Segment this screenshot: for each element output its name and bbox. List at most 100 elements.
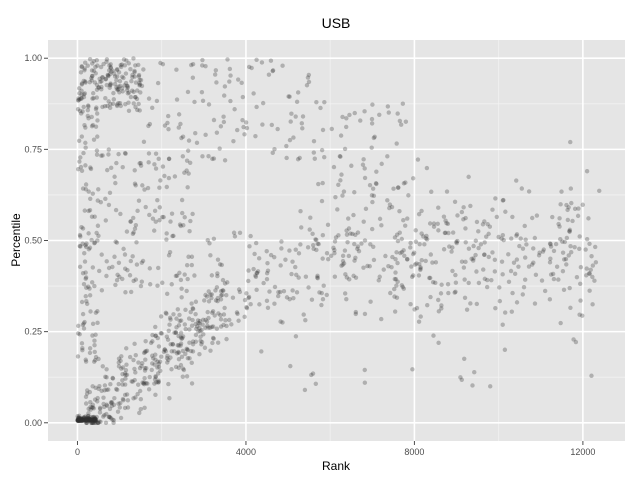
data-point — [79, 96, 84, 101]
data-point — [178, 277, 184, 283]
data-point — [563, 256, 569, 262]
data-point — [484, 284, 490, 290]
data-point — [98, 199, 104, 205]
data-point — [315, 241, 320, 246]
data-point — [487, 224, 493, 229]
data-point — [170, 342, 176, 347]
data-point — [236, 287, 242, 292]
data-point — [431, 224, 437, 229]
data-point — [89, 75, 94, 81]
data-point — [166, 328, 171, 333]
data-point — [91, 417, 96, 422]
data-point — [244, 125, 250, 131]
data-point — [75, 417, 81, 423]
data-point — [461, 205, 466, 210]
data-point — [547, 241, 553, 246]
data-point — [298, 242, 303, 247]
data-point — [584, 169, 590, 174]
data-point — [462, 356, 467, 361]
data-point — [443, 230, 448, 236]
data-point — [212, 72, 218, 77]
data-point — [77, 96, 82, 102]
data-point — [94, 82, 100, 88]
data-point — [298, 208, 303, 214]
data-points — [75, 56, 602, 425]
data-point — [166, 253, 172, 258]
data-point — [339, 263, 344, 268]
data-point — [77, 417, 83, 422]
data-point — [138, 160, 143, 166]
data-point — [211, 117, 217, 123]
data-point — [118, 400, 123, 406]
data-point — [94, 414, 99, 420]
data-point — [92, 342, 97, 348]
data-point — [500, 322, 505, 327]
data-point — [80, 271, 86, 276]
data-point — [171, 233, 176, 239]
data-point — [84, 417, 89, 423]
data-point — [154, 98, 160, 104]
data-point — [91, 417, 97, 422]
data-point — [514, 257, 520, 262]
data-point — [466, 246, 472, 251]
data-point — [82, 259, 88, 264]
data-point — [231, 230, 237, 235]
data-point — [78, 164, 84, 170]
data-point — [514, 300, 520, 305]
data-point — [206, 299, 212, 304]
data-point — [322, 99, 327, 105]
data-point — [247, 244, 252, 249]
data-point — [186, 138, 192, 143]
data-point — [280, 320, 285, 325]
data-point — [166, 357, 171, 363]
data-point — [205, 309, 210, 315]
data-point — [86, 413, 91, 419]
data-point — [314, 247, 319, 253]
data-point — [344, 228, 349, 233]
data-point — [452, 290, 457, 295]
data-point — [77, 413, 82, 419]
data-point — [516, 264, 521, 269]
data-point — [77, 418, 82, 423]
data-point — [169, 211, 175, 216]
data-point — [548, 244, 554, 249]
data-point — [219, 262, 224, 268]
data-point — [463, 240, 468, 245]
data-point — [137, 82, 143, 87]
data-point — [184, 168, 189, 173]
data-point — [438, 291, 444, 296]
data-point — [352, 241, 357, 247]
data-point — [455, 238, 460, 244]
data-point — [122, 371, 128, 376]
data-point — [232, 107, 237, 112]
data-point — [79, 168, 85, 173]
data-point — [197, 318, 203, 324]
data-point — [176, 112, 182, 117]
data-point — [87, 350, 93, 356]
data-point — [312, 156, 317, 161]
data-point — [95, 198, 100, 203]
data-point — [112, 254, 117, 259]
data-point — [587, 271, 592, 276]
data-point — [212, 313, 217, 318]
data-point — [90, 61, 95, 66]
data-point — [423, 236, 429, 241]
data-point — [340, 258, 346, 264]
data-point — [122, 382, 128, 387]
data-point — [395, 111, 400, 116]
data-point — [225, 57, 230, 62]
data-point — [127, 273, 133, 278]
data-point — [94, 148, 100, 153]
data-point — [91, 416, 96, 422]
data-point — [124, 392, 130, 397]
data-point — [272, 146, 277, 152]
data-point — [91, 420, 96, 425]
data-point — [83, 242, 88, 248]
data-point — [76, 416, 82, 422]
data-point — [468, 203, 473, 209]
data-point — [293, 114, 298, 119]
data-point — [287, 296, 292, 302]
data-point — [113, 282, 118, 288]
data-point — [295, 90, 301, 95]
data-point — [560, 250, 566, 255]
